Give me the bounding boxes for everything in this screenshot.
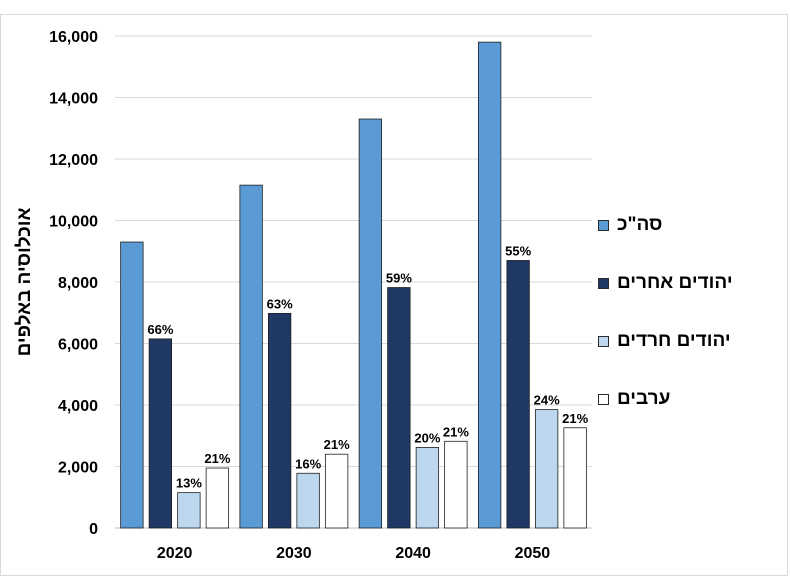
bar: [148, 338, 173, 529]
chart-area: [0, 14, 788, 576]
x-axis-ticks: 2020 2030 2040 2050: [157, 545, 550, 562]
bar: [177, 492, 201, 529]
data-label: 16%: [295, 456, 321, 471]
data-label: 63%: [267, 296, 293, 311]
legend-swatch: [598, 393, 609, 405]
y-tick-label: 16,000: [49, 29, 98, 46]
legend-label: סה"כ: [617, 214, 663, 235]
x-tick-label: 2050: [515, 545, 551, 562]
legend-label: יהודים אחרים: [617, 272, 733, 293]
bar: [120, 241, 144, 529]
y-tick-label: 6,000: [58, 337, 98, 354]
data-label: 21%: [324, 437, 350, 452]
legend-swatch: [598, 277, 609, 289]
bar: [296, 472, 320, 529]
legend-item: סה"כ: [598, 196, 783, 254]
x-tick-label: 2020: [157, 545, 193, 562]
y-tick-label: 10,000: [49, 214, 98, 231]
legend: סה"כ יהודים אחרים יהודים חרדים ערבים: [598, 196, 783, 428]
data-label: 20%: [414, 430, 440, 445]
data-label: 55%: [505, 243, 531, 258]
data-label: 21%: [562, 411, 588, 426]
legend-label: ערבים: [617, 388, 671, 409]
bar: [534, 409, 559, 529]
legend-item: ערבים: [598, 370, 783, 428]
bar: [358, 118, 383, 529]
bar: [415, 447, 440, 529]
data-label: 21%: [443, 424, 469, 439]
legend-swatch: [598, 335, 609, 347]
bar: [477, 41, 502, 529]
y-axis-title: אוכלוסיה באלפים: [14, 208, 35, 357]
y-tick-label: 14,000: [49, 91, 98, 108]
bar: [324, 453, 349, 529]
y-tick-label: 4,000: [58, 398, 98, 415]
bar: [444, 440, 468, 529]
legend-item: יהודים חרדים: [598, 312, 783, 370]
y-tick-label: 8,000: [58, 275, 98, 292]
y-tick-label: 2,000: [58, 460, 98, 477]
bar: [205, 467, 230, 529]
bars: [120, 41, 587, 529]
data-label: 24%: [534, 393, 560, 408]
bar: [267, 312, 292, 529]
x-tick-label: 2040: [395, 545, 431, 562]
data-labels: 66%13%21%63%16%21%59%20% 21%55%24%21%: [147, 243, 588, 490]
y-tick-label: 0: [89, 521, 98, 538]
legend-swatch: [598, 219, 609, 231]
data-label: 13%: [176, 476, 202, 491]
y-tick-label: 12,000: [49, 152, 98, 169]
legend-label: יהודים חרדים: [617, 330, 731, 351]
bar: [239, 184, 263, 529]
bar: [563, 427, 587, 529]
bar: [506, 260, 530, 529]
legend-item: יהודים אחרים: [598, 254, 783, 312]
x-tick-label: 2030: [276, 545, 312, 562]
y-axis-ticks: 0 2,000 4,000 6,000 8,000 10,000 12,000 14,000 1…: [49, 29, 98, 538]
data-label: 59%: [386, 271, 412, 286]
data-label: 66%: [147, 322, 173, 337]
bar: [387, 287, 411, 529]
data-label: 21%: [204, 451, 230, 466]
